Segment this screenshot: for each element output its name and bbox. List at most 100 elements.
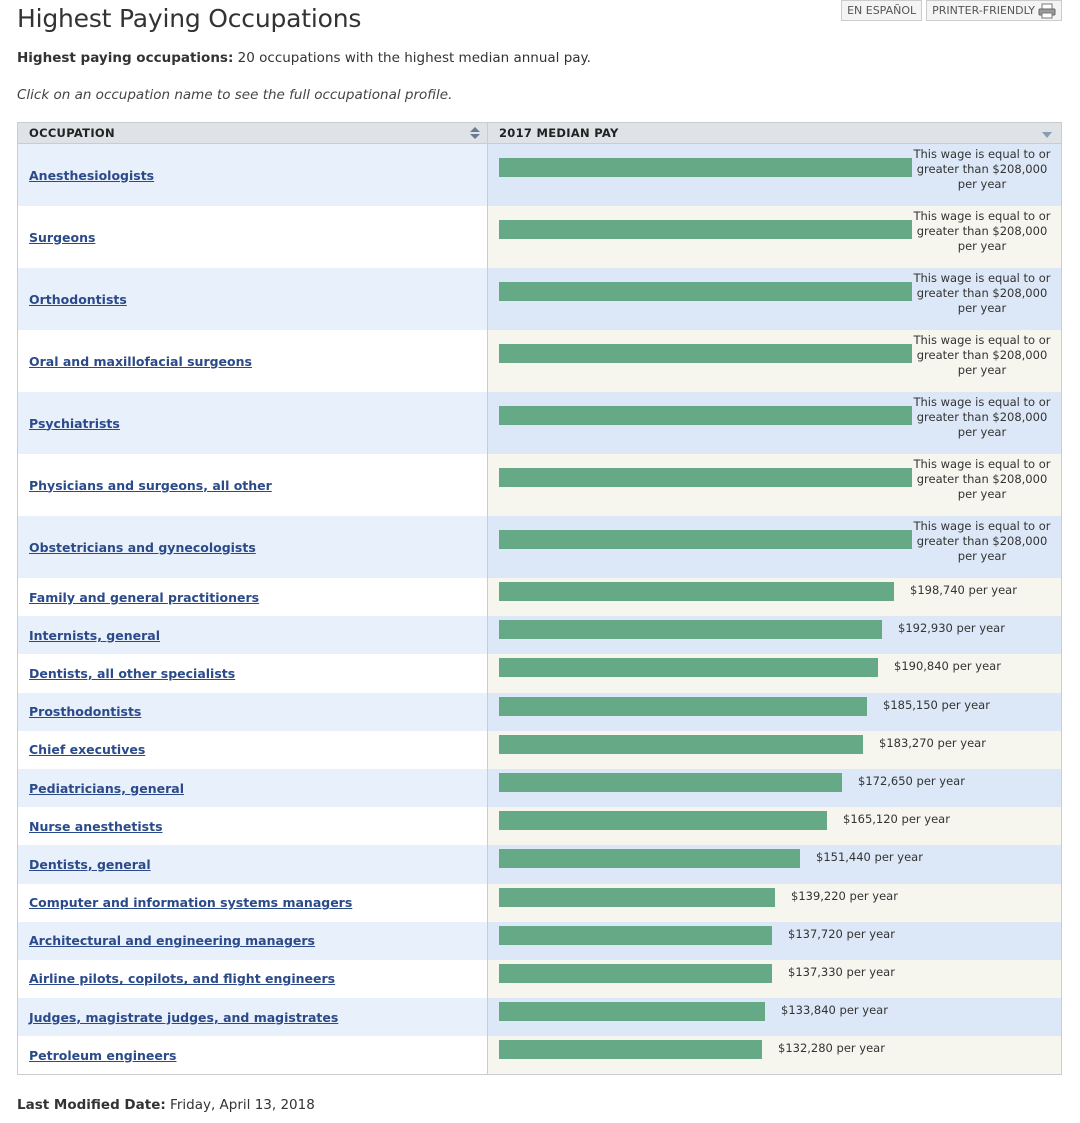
occupation-cell: Petroleum engineers — [18, 1036, 488, 1075]
occupation-link[interactable]: Judges, magistrate judges, and magistrat… — [29, 1009, 339, 1025]
pay-label: This wage is equal to or greater than $2… — [913, 457, 1051, 501]
occupation-link[interactable]: Surgeons — [29, 229, 96, 245]
occupation-link[interactable]: Computer and information systems manager… — [29, 895, 353, 911]
pay-cell: $190,840 per year — [488, 654, 1061, 693]
occupation-link[interactable]: Family and general practitioners — [29, 589, 260, 605]
occupation-link[interactable]: Orthodontists — [29, 291, 127, 307]
pay-bar — [499, 406, 912, 425]
pay-cell: $133,840 per year — [488, 998, 1061, 1037]
pay-label: $198,740 per year — [910, 583, 1017, 597]
pay-cell: $185,150 per year — [488, 692, 1061, 731]
occupation-link[interactable]: Dentists, general — [29, 856, 151, 872]
subtitle: Highest paying occupations: 20 occupatio… — [17, 50, 591, 66]
table-row: Prosthodontists $185,150 per year — [18, 692, 1061, 731]
sort-descending-icon[interactable] — [1041, 131, 1053, 139]
column-header-occupation[interactable]: OCCUPATION — [18, 123, 488, 143]
pay-label: $183,270 per year — [879, 735, 986, 750]
occupation-link[interactable]: Airline pilots, copilots, and flight eng… — [29, 971, 336, 987]
table-body: Anesthesiologists This wage is equal to o… — [18, 144, 1061, 1075]
pay-bar — [499, 811, 827, 831]
occupation-link[interactable]: Anesthesiologists — [29, 167, 155, 183]
printer-icon — [1038, 3, 1056, 18]
pay-label: This wage is equal to or greater than $2… — [913, 271, 1051, 315]
pay-label: $133,840 per year — [781, 1003, 888, 1018]
occupation-link[interactable]: Internists, general — [29, 627, 160, 643]
pay-label: $190,840 per year — [894, 659, 1001, 674]
pay-cell: $137,720 per year — [488, 921, 1061, 960]
table-row: Surgeons This wage is equal to or greater… — [18, 206, 1061, 268]
last-modified-label: Last Modified Date: — [17, 1097, 166, 1113]
occupation-link[interactable]: Chief executives — [29, 742, 146, 758]
pay-cell: This wage is equal to or greater than $2… — [488, 330, 1061, 392]
table-row: Airline pilots, copilots, and flight eng… — [18, 959, 1061, 999]
occupation-link[interactable]: Obstetricians and gynecologists — [29, 539, 256, 555]
table-row: Nurse anesthetists $165,120 per year — [18, 807, 1061, 846]
pay-bar — [499, 696, 867, 716]
occupation-cell: Psychiatrists — [18, 392, 488, 454]
occupation-cell: Dentists, general — [18, 845, 488, 884]
occupation-cell: Obstetricians and gynecologists — [18, 516, 488, 578]
occupation-cell: Architectural and engineering managers — [18, 921, 488, 960]
pay-bar — [499, 849, 800, 869]
occupation-cell: Physicians and surgeons, all other — [18, 454, 488, 516]
printer-friendly-label: PRINTER-FRIENDLY — [932, 4, 1035, 17]
pay-bar — [499, 582, 894, 601]
printer-friendly-button[interactable]: PRINTER-FRIENDLY — [926, 0, 1062, 21]
occupation-link[interactable]: Dentists, all other specialists — [29, 665, 236, 681]
table-row: Dentists, general $151,440 per year — [18, 845, 1061, 884]
table-row: Family and general practitioners $198,740… — [18, 578, 1061, 617]
en-espanol-label: EN ESPAÑOL — [847, 4, 917, 17]
pay-bar — [499, 620, 882, 640]
pay-bar — [499, 158, 912, 177]
table-header: OCCUPATION 2017 MEDIAN PAY — [18, 123, 1061, 144]
pay-cell: This wage is equal to or greater than $2… — [488, 516, 1061, 578]
last-modified: Last Modified Date: Friday, April 13, 20… — [17, 1097, 315, 1113]
table-row: Petroleum engineers $132,280 per year — [18, 1036, 1061, 1075]
pay-bar — [499, 658, 878, 678]
pay-label: This wage is equal to or greater than $2… — [913, 519, 1051, 563]
pay-cell: This wage is equal to or greater than $2… — [488, 268, 1061, 330]
pay-bar — [499, 887, 775, 907]
subtitle-label: Highest paying occupations: — [17, 50, 234, 66]
pay-label: $137,330 per year — [788, 964, 895, 979]
pay-label: $192,930 per year — [898, 621, 1005, 636]
occupation-cell: Dentists, all other specialists — [18, 654, 488, 693]
occupation-link[interactable]: Psychiatrists — [29, 415, 120, 431]
occupation-cell: Family and general practitioners — [18, 578, 488, 617]
top-buttons: EN ESPAÑOL PRINTER-FRIENDLY — [841, 0, 1062, 21]
occupation-link[interactable]: Oral and maxillofacial surgeons — [29, 353, 252, 369]
sort-both-icon[interactable] — [469, 126, 481, 140]
pay-bar — [499, 530, 912, 549]
pay-cell: $172,650 per year — [488, 768, 1061, 808]
occupation-link[interactable]: Nurse anesthetists — [29, 818, 163, 834]
occupation-cell: Airline pilots, copilots, and flight eng… — [18, 959, 488, 999]
pay-label: $185,150 per year — [883, 697, 990, 712]
occupation-cell: Orthodontists — [18, 268, 488, 330]
table-row: Anesthesiologists This wage is equal to o… — [18, 144, 1061, 206]
pay-cell: This wage is equal to or greater than $2… — [488, 454, 1061, 516]
occupation-link[interactable]: Prosthodontists — [29, 704, 142, 720]
occupation-link[interactable]: Pediatricians, general — [29, 780, 184, 796]
last-modified-value: Friday, April 13, 2018 — [165, 1097, 315, 1113]
pay-bar — [499, 344, 912, 363]
pay-cell: This wage is equal to or greater than $2… — [488, 206, 1061, 268]
occupation-cell: Nurse anesthetists — [18, 807, 488, 846]
en-espanol-button[interactable]: EN ESPAÑOL — [841, 0, 923, 21]
occupation-link[interactable]: Architectural and engineering managers — [29, 933, 315, 949]
pay-cell: This wage is equal to or greater than $2… — [488, 144, 1061, 206]
pay-bar — [499, 1040, 762, 1060]
pay-label: This wage is equal to or greater than $2… — [913, 147, 1051, 191]
column-header-pay[interactable]: 2017 MEDIAN PAY — [488, 123, 1061, 143]
occupation-cell: Oral and maxillofacial surgeons — [18, 330, 488, 392]
table-row: Orthodontists This wage is equal to or gr… — [18, 268, 1061, 330]
occupation-cell: Computer and information systems manager… — [18, 883, 488, 922]
occupation-link[interactable]: Petroleum engineers — [29, 1047, 177, 1063]
table-row: Chief executives $183,270 per year — [18, 730, 1061, 769]
occupation-link[interactable]: Physicians and surgeons, all other — [29, 477, 272, 493]
pay-cell: This wage is equal to or greater than $2… — [488, 392, 1061, 454]
pay-cell: $192,930 per year — [488, 616, 1061, 655]
pay-label: This wage is equal to or greater than $2… — [913, 209, 1051, 253]
table-row: Physicians and surgeons, all other This w… — [18, 454, 1061, 516]
pay-cell: $165,120 per year — [488, 807, 1061, 846]
table-row: Internists, general $192,930 per year — [18, 616, 1061, 655]
